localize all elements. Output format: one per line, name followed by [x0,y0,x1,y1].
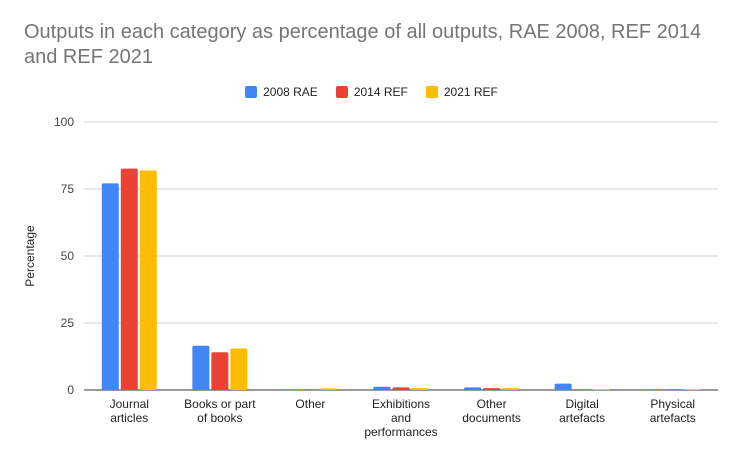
y-tick-label-50: 50 [61,249,75,263]
bar-2021-ref-cat-4 [502,388,520,390]
bar-2014-ref-cat-1 [211,352,229,390]
bar-2021-ref-cat-6 [683,389,701,390]
x-tick-label-1: Books or part of books [184,397,256,425]
bar-2014-ref-cat-0 [120,168,138,390]
x-tick-label-6: Physical artefacts [650,397,696,425]
y-tick-label-100: 100 [54,115,74,129]
legend-item-2021-ref[interactable]: 2021 REF [425,85,498,99]
y-axis-title: Percentage [23,225,37,287]
bar-2008-rae-cat-3 [373,386,391,390]
x-tick-label-4: Other documents [462,397,521,425]
bar-2021-ref-cat-3 [411,388,429,390]
bar-2014-ref-cat-4 [483,388,501,390]
legend-label-2008-rae: 2008 RAE [263,85,318,99]
bar-2021-ref-cat-0 [139,170,157,390]
bar-2008-rae-cat-6 [645,389,663,390]
bar-2021-ref-cat-2 [320,388,338,390]
x-tick-label-5: Digital artefacts [559,397,605,425]
bar-2014-ref-cat-6 [664,389,682,390]
legend-label-2014-ref: 2014 REF [353,85,408,99]
legend-item-2008-rae[interactable]: 2008 RAE [245,85,318,99]
bar-2021-ref-cat-1 [230,348,248,390]
legend-swatch-2014-ref [335,86,348,98]
bar-2008-rae-cat-4 [464,387,482,390]
y-tick-label-0: 0 [67,383,74,397]
bar-2008-rae-cat-0 [101,183,119,390]
legend-item-2014-ref[interactable]: 2014 REF [335,85,408,99]
legend-swatch-2008-rae [245,86,258,98]
x-tick-label-3: Exhibitions and performances [364,397,437,439]
y-tick-label-75: 75 [61,182,75,196]
x-tick-label-0: Journal articles [110,397,149,425]
legend-swatch-2021-ref [425,86,438,98]
bar-2008-rae-cat-2 [282,389,300,390]
bar-2014-ref-cat-3 [392,387,410,390]
bar-2021-ref-cat-5 [592,389,610,390]
y-tick-label-25: 25 [61,316,75,330]
bar-2014-ref-cat-5 [573,389,591,390]
bar-2014-ref-cat-2 [301,389,319,390]
bar-2008-rae-cat-5 [554,383,572,390]
bar-2008-rae-cat-1 [192,345,210,390]
legend-label-2021-ref: 2021 REF [443,85,498,99]
x-tick-label-2: Other [295,397,325,411]
chart-title: Outputs in each category as percentage o… [24,21,702,68]
legend: 2008 RAE 2014 REF 2021 REF [0,85,743,99]
